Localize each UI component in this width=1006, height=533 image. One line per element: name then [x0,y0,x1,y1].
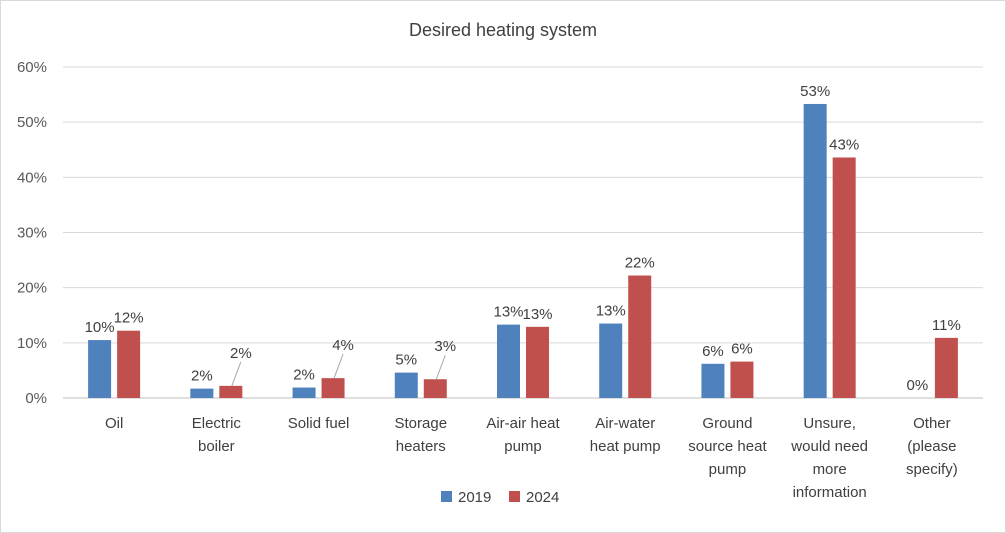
bar-2024[interactable] [423,379,447,398]
legend-label-2024: 2024 [526,489,559,506]
x-axis: Oil Electric boiler Solid fuel Storage heater… [105,415,958,501]
data-label-2024: 6% [731,341,753,358]
x-category-label: Other (please specify) [906,415,958,478]
legend-swatch-2024 [509,491,520,502]
bar-2019[interactable] [497,324,520,398]
legend-label-2019: 2019 [458,489,491,506]
x-category-label: Electric boiler [192,415,242,455]
y-tick-label: 60% [17,59,47,76]
data-label-2019: 0% [907,377,929,394]
x-category-label: Oil [105,415,123,432]
bar-2019[interactable] [190,388,214,398]
bar-2019[interactable] [803,103,827,398]
bar-2019[interactable] [292,387,316,398]
label-leader [435,355,446,380]
legend[interactable]: 2019 2024 [441,489,559,506]
x-category-label: Air-air heat pump [486,415,560,455]
y-tick-label: 10% [17,335,47,352]
data-label-2019: 13% [493,304,523,321]
data-label-2024: 12% [114,310,144,327]
label-leader [231,361,242,387]
data-label-2024: 4% [332,337,354,354]
bars [88,103,958,398]
data-label-2019: 10% [85,319,115,336]
x-category-label: Unsure, would need more information [790,415,868,501]
gridlines [63,66,983,399]
y-tick-label: 40% [17,169,47,186]
data-label-2024: 11% [932,317,961,334]
data-label-2019: 2% [191,368,213,385]
data-label-2019: 13% [596,303,626,320]
bar-2024[interactable] [934,337,958,398]
x-category-label: Solid fuel [288,415,350,432]
y-tick-label: 50% [17,114,47,131]
bar-2019[interactable] [394,372,418,398]
data-labels: 10%12%2%2%2%4%5%3%13%13% 13%22%6% 6%53%43%… [85,83,961,394]
bar-2024[interactable] [321,378,345,398]
x-category-label: Ground source heat pump [688,415,767,478]
data-label-2019: 5% [395,352,417,369]
bar-2024[interactable] [730,361,754,398]
bar-2019[interactable] [599,323,623,398]
bar-2019[interactable] [88,340,112,398]
data-label-2024: 22% [625,255,655,272]
data-label-2019: 6% [702,343,724,360]
data-label-2019: 53% [800,83,830,100]
x-category-label: Storage heaters [395,415,448,455]
label-leader [333,353,344,379]
data-label-2024: 2% [230,345,252,362]
y-axis: 0% 10% 20% 30% 40% 50% 60% [17,59,47,407]
legend-swatch-2019 [441,491,452,502]
label-leader-lines [231,353,446,387]
data-label-2024: 13% [522,306,552,323]
y-tick-label: 20% [17,280,47,297]
bar-2024[interactable] [526,326,549,398]
bar-2024[interactable] [117,330,141,398]
bar-2024[interactable] [832,157,856,398]
y-tick-label: 30% [17,225,47,242]
bar-2024[interactable] [628,275,652,398]
data-label-2024: 3% [434,338,456,355]
data-label-2019: 2% [293,367,315,384]
bar-2024[interactable] [219,385,243,398]
data-label-2024: 43% [829,136,859,153]
chart-title: Desired heating system [409,20,597,40]
y-tick-label: 0% [25,390,47,407]
x-category-label: Air-water heat pump [590,415,661,455]
bar-2019[interactable] [701,363,725,398]
